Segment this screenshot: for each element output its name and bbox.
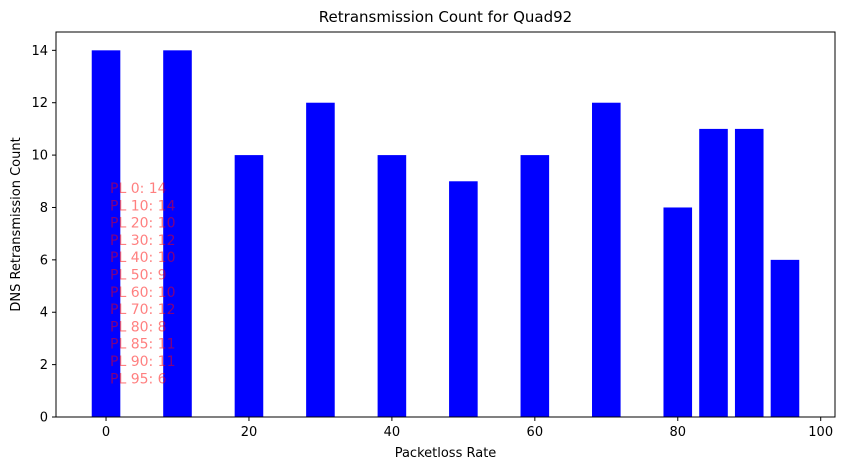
annotation-label: PL 85: 11: [110, 337, 176, 353]
x-tick-label: 80: [669, 425, 686, 440]
bar-pl-50: [449, 181, 478, 417]
x-tick-label: 0: [102, 425, 110, 440]
annotation-label: PL 90: 11: [110, 354, 176, 370]
y-tick-label: 14: [31, 44, 48, 59]
x-tick-label: 60: [527, 425, 544, 440]
annotation-label: PL 80: 8: [110, 319, 167, 335]
x-tick-label: 20: [241, 425, 258, 440]
annotation-label: PL 50: 9: [110, 268, 167, 284]
y-tick-label: 4: [40, 306, 48, 321]
bar-pl-85: [699, 128, 728, 417]
bar-pl-0: [91, 50, 121, 417]
y-tick-label: 0: [40, 411, 48, 426]
bar-pl-30: [306, 102, 335, 417]
x-tick-label: 40: [384, 425, 401, 440]
y-tick-label: 2: [40, 358, 48, 373]
annotation-label: PL 0: 14: [110, 181, 167, 197]
bar-pl-90: [734, 128, 764, 417]
bar-pl-70: [592, 102, 621, 417]
y-tick-label: 12: [31, 96, 48, 111]
bar-pl-60: [520, 155, 550, 417]
annotation-label: PL 60: 10: [110, 285, 176, 301]
bar-pl-10: [163, 50, 192, 417]
y-tick-label: 10: [31, 149, 48, 164]
bar-pl-80: [663, 207, 693, 417]
x-axis-label: Packetloss Rate: [395, 446, 497, 461]
bar-pl-40: [377, 155, 407, 417]
annotation-label: PL 70: 12: [110, 302, 176, 318]
annotation-label: PL 10: 14: [110, 198, 176, 214]
bar-pl-20: [234, 155, 264, 417]
annotation-label: PL 30: 12: [110, 233, 176, 249]
bar-pl-95: [770, 259, 800, 417]
y-tick-label: 8: [40, 201, 48, 216]
annotation-label: PL 40: 10: [110, 250, 176, 266]
annotation-label: PL 20: 10: [110, 216, 176, 232]
plot-area-frame: [55, 31, 836, 418]
bars-group: [91, 50, 800, 417]
x-axis-ticks: 0 20 40 60 80 100: [102, 417, 833, 440]
y-axis-ticks: 0 2 4 6 8 10 12 14: [31, 44, 56, 426]
y-axis-label: DNS Retransmission Count: [9, 137, 24, 311]
chart-title: Retransmission Count for Quad92: [319, 8, 572, 26]
y-tick-label: 6: [40, 253, 48, 268]
x-tick-label: 100: [808, 425, 833, 440]
annotation-label: PL 95: 6: [110, 371, 167, 387]
